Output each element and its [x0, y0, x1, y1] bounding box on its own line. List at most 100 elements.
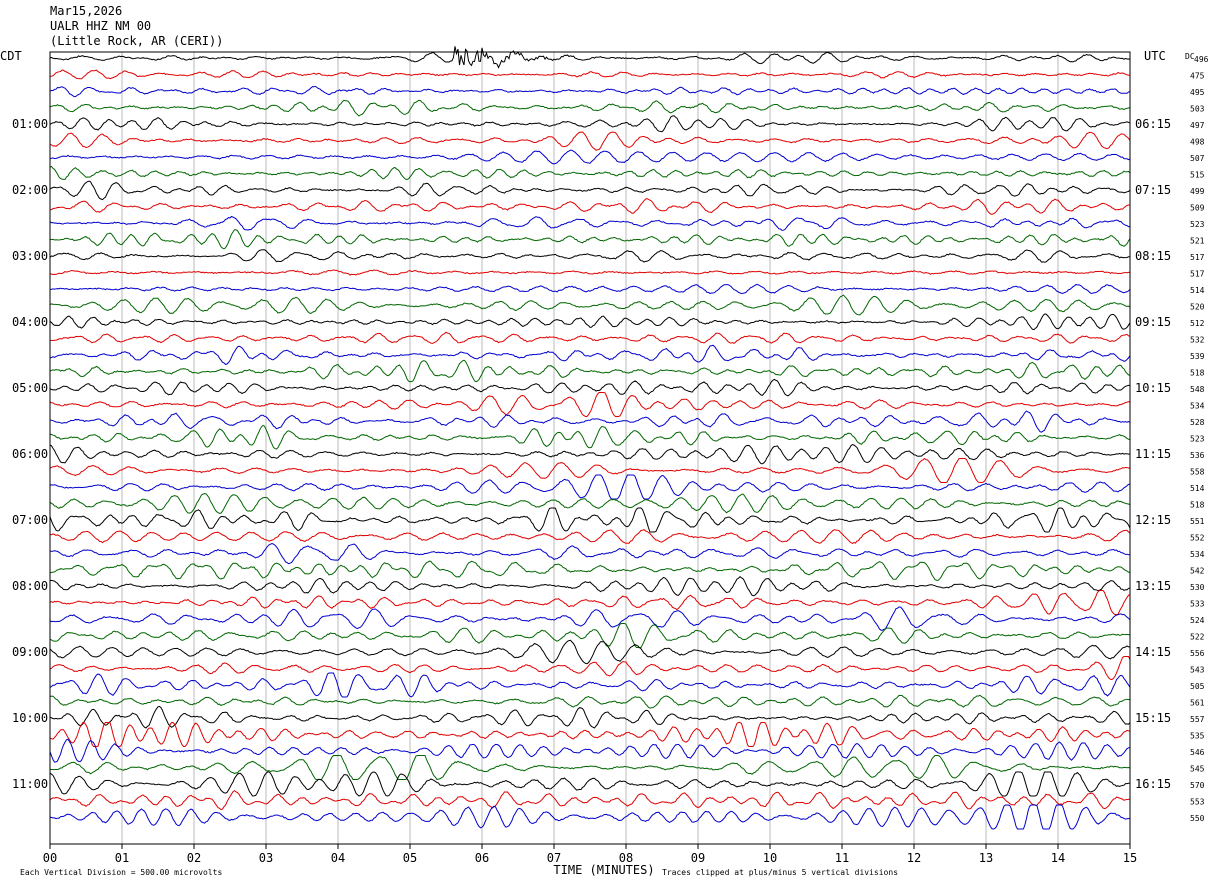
dc-offset-value: 495 — [1190, 88, 1205, 97]
trace-line-3 — [49, 85, 1131, 98]
trace-line-1 — [49, 46, 1131, 69]
cdt-hour-label: 07:00 — [12, 513, 48, 527]
dc-offset-value: 570 — [1190, 781, 1205, 790]
dc-offset-value: 497 — [1190, 121, 1205, 130]
plot-frame — [49, 51, 1131, 845]
dc-offset-value: 545 — [1190, 765, 1205, 774]
utc-hour-label: 10:15 — [1135, 381, 1171, 395]
trace-line-43 — [49, 738, 1131, 763]
trace-line-46 — [49, 790, 1131, 811]
utc-hour-label: 08:15 — [1135, 249, 1171, 263]
trace-line-26 — [49, 457, 1131, 484]
trace-line-31 — [49, 542, 1131, 565]
x-tick-label: 02 — [187, 851, 201, 865]
trace-line-14 — [49, 269, 1131, 276]
dc-offset-value: 551 — [1190, 517, 1205, 526]
dc-offset-value: 520 — [1190, 303, 1205, 312]
cdt-hour-label: 10:00 — [12, 711, 48, 725]
dc-offset-value: 518 — [1190, 369, 1205, 378]
dc-offset-value: 557 — [1190, 715, 1205, 724]
trace-line-4 — [49, 99, 1131, 117]
x-tick-label: 09 — [691, 851, 705, 865]
x-tick-label: 13 — [979, 851, 993, 865]
dc-offset-value: 499 — [1190, 187, 1205, 196]
x-axis-ticks: 00 01 02 03 04 05 06 07 08 09 10 11 12 13 14 15 — [43, 844, 1137, 865]
location-label: (Little Rock, AR (CERI)) — [50, 34, 224, 48]
dc-offset-value: 524 — [1190, 616, 1205, 625]
utc-hour-label: 09:15 — [1135, 315, 1171, 329]
dc-offset-value: 561 — [1190, 699, 1205, 708]
dc-offset-value: 515 — [1190, 171, 1205, 180]
trace-line-7 — [49, 149, 1131, 165]
trace-line-11 — [49, 215, 1131, 231]
dc-offset-value: 507 — [1190, 154, 1205, 163]
dc-offset-value: 522 — [1190, 633, 1205, 642]
trace-line-20 — [49, 359, 1131, 383]
dc-offset-value: 556 — [1190, 649, 1205, 658]
trace-line-10 — [49, 198, 1130, 215]
dc-offset-value: 514 — [1190, 484, 1205, 493]
trace-line-33 — [49, 576, 1131, 597]
date-label: Mar15,2026 — [50, 4, 123, 18]
dc-offset-value: 530 — [1190, 583, 1205, 592]
trace-line-45 — [49, 771, 1130, 797]
seismic-traces — [49, 46, 1131, 830]
utc-hour-labels: 06:15 07:15 08:15 09:15 10:15 11:15 12:15 13:15… — [1135, 117, 1171, 791]
x-tick-label: 00 — [43, 851, 57, 865]
time-gridlines — [121, 52, 1059, 844]
dc-offset-value: 548 — [1190, 385, 1205, 394]
trace-line-6 — [49, 131, 1131, 151]
cdt-hour-label: 05:00 — [12, 381, 48, 395]
cdt-hour-label: 06:00 — [12, 447, 48, 461]
x-tick-label: 03 — [259, 851, 273, 865]
dc-offset-value: 517 — [1190, 270, 1205, 279]
dc-offset-value: 523 — [1190, 220, 1205, 229]
dc-offset-value: 503 — [1190, 105, 1205, 114]
utc-label: UTC — [1144, 49, 1166, 63]
trace-line-19 — [49, 344, 1131, 365]
x-tick-label: 05 — [403, 851, 417, 865]
dc-offset-value: 523 — [1190, 435, 1205, 444]
x-tick-label: 07 — [547, 851, 561, 865]
x-axis-title: TIME (MINUTES) — [553, 863, 654, 877]
trace-line-40 — [49, 694, 1131, 709]
dc-offset-value: 535 — [1190, 732, 1205, 741]
dc-offset-value: 514 — [1190, 286, 1205, 295]
trace-line-32 — [49, 560, 1131, 581]
x-tick-label: 04 — [331, 851, 345, 865]
x-tick-label: 11 — [835, 851, 849, 865]
trace-line-17 — [49, 313, 1131, 331]
trace-line-34 — [49, 590, 1131, 615]
cdt-label: CDT — [0, 49, 22, 63]
dc-offset-value: 533 — [1190, 600, 1205, 609]
trace-line-24 — [49, 424, 1131, 450]
trace-line-28 — [49, 493, 1131, 514]
dc-offset-value: 517 — [1190, 253, 1205, 262]
scale-note: Each Vertical Division = 500.00 microvol… — [20, 868, 222, 877]
trace-line-39 — [49, 672, 1131, 698]
dc-offset-value: 509 — [1190, 204, 1205, 213]
dc-offset-value: 518 — [1190, 501, 1205, 510]
x-tick-label: 08 — [619, 851, 633, 865]
trace-line-8 — [49, 165, 1131, 181]
trace-line-47 — [49, 804, 1131, 830]
cdt-hour-label: 08:00 — [12, 579, 48, 593]
cdt-hour-label: 01:00 — [12, 117, 48, 131]
trace-line-36 — [49, 623, 1131, 648]
utc-hour-label: 12:15 — [1135, 513, 1171, 527]
trace-line-13 — [49, 249, 1130, 263]
station-label: UALR HHZ NM 00 — [50, 19, 152, 33]
cdt-hour-label: 11:00 — [12, 777, 48, 791]
dc-offset-value: 542 — [1190, 567, 1205, 576]
x-tick-label: 10 — [763, 851, 777, 865]
utc-hour-label: 11:15 — [1135, 447, 1171, 461]
trace-line-42 — [49, 721, 1131, 747]
dc-offset-value: 543 — [1190, 666, 1205, 675]
trace-line-27 — [49, 474, 1131, 500]
x-tick-label: 15 — [1123, 851, 1137, 865]
dc-offset-value: 553 — [1190, 798, 1205, 807]
x-tick-label: 06 — [475, 851, 489, 865]
dc-offset-value: 475 — [1190, 72, 1205, 81]
cdt-hour-label: 03:00 — [12, 249, 48, 263]
trace-line-16 — [49, 294, 1131, 316]
